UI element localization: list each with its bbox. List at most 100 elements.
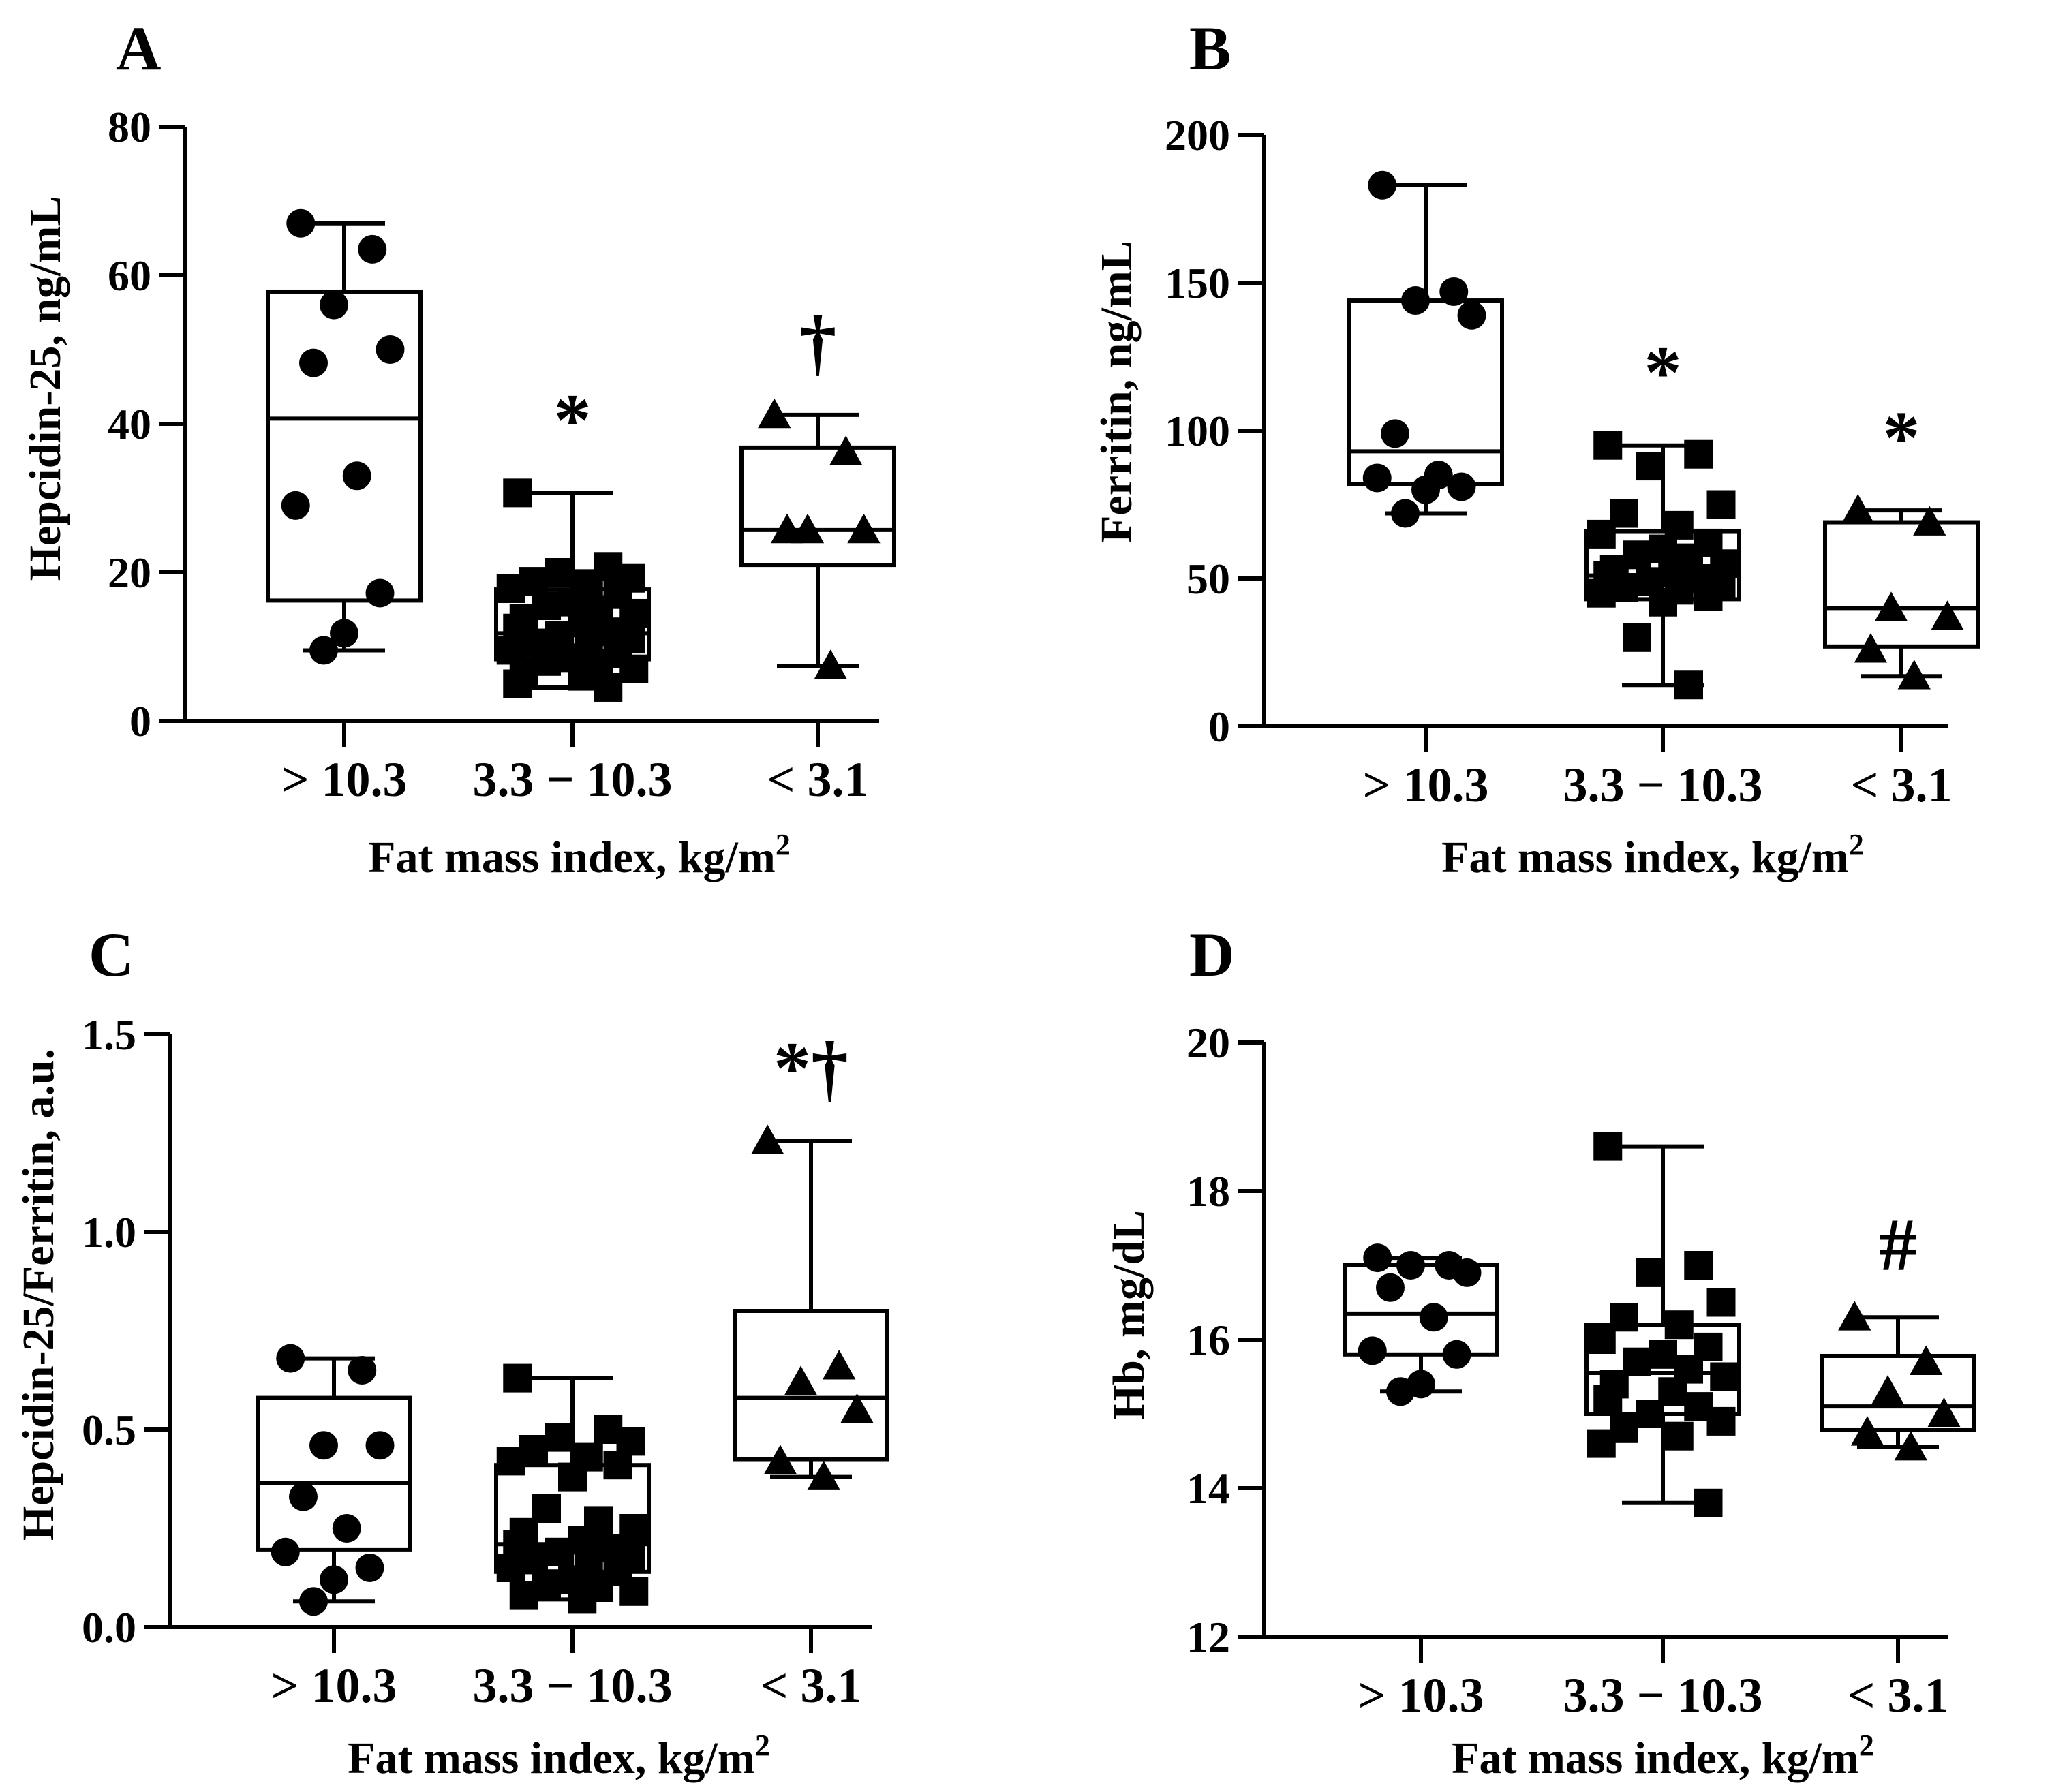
data-point-triangle	[1913, 506, 1946, 536]
data-point-circle	[320, 1565, 348, 1594]
data-point-triangle	[763, 1445, 797, 1474]
data-point-triangle	[814, 649, 847, 679]
data-point-triangle	[1931, 600, 1964, 630]
data-point-circle	[299, 348, 328, 377]
data-point-square	[1694, 1488, 1723, 1517]
data-point-circle	[348, 1356, 377, 1385]
x-tick-label: 3.3 − 10.3	[472, 752, 672, 807]
data-point-circle	[286, 208, 316, 238]
data-point-square	[503, 478, 532, 508]
panel-c: C Hepcidin-25/Ferritin, a.u. Fat mass in…	[14, 920, 889, 1783]
data-point-circle	[342, 461, 371, 491]
y-tick-label: 20	[1186, 1019, 1230, 1067]
y-tick-label: 0.5	[82, 1406, 136, 1454]
data-point-circle	[330, 619, 358, 648]
significance-marker: †	[799, 300, 837, 384]
data-point-square	[1706, 490, 1736, 519]
data-point-square	[619, 598, 649, 628]
y-tick-label: 60	[108, 251, 151, 300]
data-point-circle	[365, 578, 395, 608]
x-tick-label: > 10.3	[271, 1658, 397, 1713]
x-axis-title: Fat mass index, kg/m2	[368, 828, 791, 882]
significance-marker: *	[554, 378, 592, 461]
data-point-circle	[1442, 1340, 1471, 1369]
data-point-square	[1664, 1310, 1694, 1340]
data-point-triangle	[1841, 494, 1875, 524]
x-tick-label: 3.3 − 10.3	[1563, 1668, 1762, 1723]
data-point-square	[545, 1537, 574, 1566]
data-point-circle	[276, 1344, 305, 1373]
data-point-square	[1684, 1251, 1713, 1280]
data-point-circle	[281, 491, 310, 520]
data-point-circle	[1396, 1251, 1425, 1280]
data-point-square	[545, 558, 574, 587]
data-point-circle	[289, 1482, 318, 1511]
box-iqr	[1347, 298, 1504, 486]
data-point-square	[1593, 431, 1623, 460]
x-axis-title: Fat mass index, kg/m2	[1441, 828, 1864, 882]
data-point-triangle	[807, 1460, 840, 1490]
y-tick-label: 1.0	[82, 1208, 136, 1256]
data-point-square	[558, 1462, 587, 1492]
data-point-circle	[1362, 463, 1392, 493]
data-point-square	[1649, 587, 1677, 617]
data-point-triangle	[770, 513, 804, 544]
x-tick-label: > 10.3	[281, 752, 407, 807]
data-point-circle	[1381, 419, 1409, 448]
data-point-square	[568, 662, 597, 691]
data-point-square	[619, 1577, 649, 1606]
data-point-circle	[309, 1431, 338, 1460]
panel-d: D Hb, mg/dL Fat mass index, kg/m2 12 14 16…	[1104, 920, 1976, 1783]
data-point-triangle	[840, 1393, 874, 1423]
data-point-square	[1710, 1362, 1739, 1391]
data-point-square	[1623, 623, 1651, 652]
panel-label: B	[1189, 14, 1231, 83]
data-point-circle	[1386, 1377, 1415, 1406]
data-point-square	[1636, 1400, 1664, 1428]
x-tick-label: 3.3 − 10.3	[1563, 758, 1762, 812]
data-point-triangle	[751, 1124, 784, 1154]
x-tick-label: > 10.3	[1362, 758, 1488, 812]
y-axis-title: Hepcidin-25, ng/mL	[20, 196, 70, 581]
y-tick-label: 0.0	[82, 1603, 136, 1652]
data-point-circle	[309, 636, 338, 665]
data-point-square	[568, 1585, 597, 1614]
y-tick-label: 14	[1186, 1464, 1230, 1513]
y-tick-label: 18	[1186, 1167, 1230, 1216]
data-point-square	[603, 1451, 632, 1480]
data-point-circle	[1457, 300, 1486, 330]
data-point-triangle	[1910, 1345, 1943, 1376]
box-iqr	[733, 1309, 889, 1462]
y-axis-title: Hepcidin-25/Ferritin, a.u.	[14, 1049, 63, 1541]
y-axis-title: Hb, mg/dL	[1104, 1210, 1154, 1420]
data-point-square	[496, 1554, 525, 1582]
data-point-triangle	[784, 1365, 818, 1395]
y-tick-label: 40	[108, 400, 151, 448]
x-axis-title: Fat mass index, kg/m2	[348, 1729, 770, 1783]
data-point-square	[1694, 582, 1723, 611]
x-tick-label: < 3.1	[1847, 1668, 1948, 1723]
y-tick-label: 12	[1186, 1613, 1230, 1661]
data-point-square	[1593, 1385, 1623, 1414]
y-axis-title: Ferritin, ng/mL	[1092, 241, 1142, 543]
data-point-square	[1587, 1325, 1616, 1354]
data-point-triangle	[847, 513, 881, 544]
box-iqr	[1823, 520, 1980, 649]
data-point-circle	[1358, 1336, 1387, 1365]
data-point-triangle	[1854, 633, 1888, 663]
y-tick-label: 0	[129, 697, 151, 745]
y-tick-label: 200	[1165, 111, 1230, 159]
x-axis-title: Fat mass index, kg/m2	[1452, 1729, 1874, 1783]
panel-a: A Hepcidin-25, ng/mL Fat mass index, kg/…	[20, 14, 896, 882]
data-point-circle	[1419, 1303, 1448, 1332]
data-point-triangle	[823, 1350, 856, 1380]
data-point-square	[1706, 1288, 1736, 1317]
data-point-square	[496, 1447, 525, 1476]
y-tick-label: 80	[108, 103, 151, 151]
y-tick-label: 150	[1165, 259, 1230, 307]
box-iqr	[256, 1395, 412, 1552]
data-point-circle	[1452, 1258, 1482, 1287]
data-point-square	[496, 574, 525, 603]
data-point-square	[1706, 1406, 1736, 1436]
